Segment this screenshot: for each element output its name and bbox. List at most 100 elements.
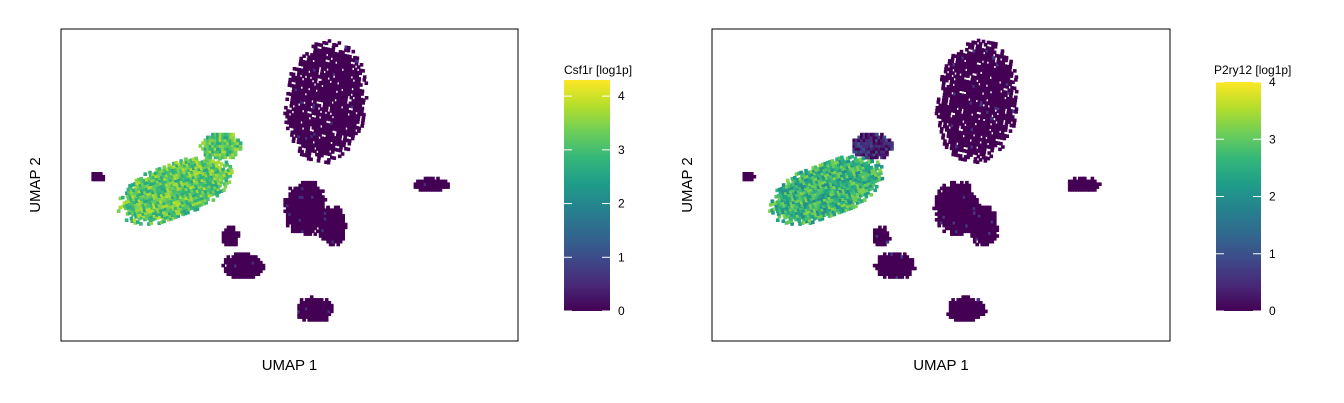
cell-point: [958, 318, 963, 322]
cell-point: [316, 215, 320, 219]
cell-point: [950, 223, 954, 228]
cell-point: [329, 94, 333, 99]
cell-point: [987, 133, 992, 138]
cell-point: [947, 223, 951, 228]
cell-point: [859, 166, 863, 171]
cell-point: [957, 186, 962, 191]
cell-point: [304, 153, 309, 158]
cell-point: [316, 147, 320, 151]
cell-point: [812, 178, 816, 182]
cell-point: [181, 203, 185, 208]
cell-point: [951, 306, 955, 311]
cell-point: [175, 199, 179, 204]
cell-point: [959, 136, 963, 141]
cell-point: [962, 186, 967, 191]
cell-point: [351, 119, 355, 123]
cell-point: [338, 217, 343, 221]
cell-point: [353, 85, 358, 89]
cell-point: [234, 239, 238, 244]
cell-point: [139, 195, 143, 199]
cell-point: [959, 116, 964, 121]
cell-point: [299, 59, 303, 64]
cell-point: [349, 110, 354, 114]
cell-point: [865, 138, 869, 143]
cell-point: [960, 142, 965, 147]
cell-point: [364, 81, 369, 85]
cell-point: [318, 225, 323, 230]
cell-point: [218, 144, 223, 148]
cell-point: [321, 148, 325, 152]
cell-point: [303, 212, 308, 216]
cell-point: [351, 64, 356, 68]
cell-point: [303, 180, 308, 185]
cell-point: [198, 179, 202, 183]
cell-point: [298, 192, 302, 196]
cell-point: [361, 69, 365, 73]
cell-point: [970, 95, 975, 100]
cell-point: [841, 206, 845, 210]
cell-point: [816, 167, 821, 171]
cell-point: [241, 269, 246, 274]
cell-point: [149, 185, 154, 189]
cell-point: [311, 108, 316, 113]
cell-point: [959, 133, 963, 138]
cell-point: [875, 152, 879, 157]
cell-point: [854, 177, 858, 182]
cell-point: [446, 182, 450, 186]
cell-point: [870, 155, 874, 160]
cell-point: [960, 206, 964, 211]
cell-point: [147, 177, 151, 181]
cell-point: [293, 93, 298, 97]
cell-point: [975, 228, 979, 232]
cell-point: [1075, 182, 1080, 186]
cell-point: [982, 208, 987, 212]
cell-point: [943, 119, 948, 123]
cell-point: [298, 126, 303, 130]
cell-point: [299, 91, 303, 96]
cell-point: [1067, 182, 1072, 186]
cell-point: [191, 190, 195, 195]
cell-point: [314, 56, 319, 61]
cell-point: [356, 114, 361, 119]
cell-point: [942, 203, 946, 208]
cell-point: [1009, 74, 1014, 78]
cell-point: [311, 183, 315, 188]
cell-point: [821, 183, 826, 188]
cell-point: [840, 167, 845, 171]
cell-point: [288, 203, 292, 208]
cell-point: [316, 159, 321, 163]
cell-point: [133, 191, 137, 195]
cell-point: [307, 90, 311, 94]
cell-point: [965, 180, 969, 185]
cell-point: [316, 92, 321, 96]
cell-point: [176, 187, 181, 191]
cell-point: [215, 175, 220, 180]
cell-point: [338, 50, 343, 54]
cell-point: [808, 182, 812, 187]
cell-point: [942, 186, 946, 191]
cell-point: [1088, 179, 1092, 184]
cell-point: [191, 193, 196, 198]
cell-point: [945, 78, 949, 83]
cell-point: [335, 101, 340, 106]
cell-point: [312, 105, 316, 110]
cell-point: [977, 208, 982, 212]
cell-point: [311, 91, 316, 95]
cell-point: [311, 186, 315, 191]
cell-point: [290, 215, 295, 219]
cell-point: [327, 39, 332, 43]
cell-point: [867, 149, 872, 154]
cell-point: [211, 168, 215, 173]
cell-point: [229, 167, 233, 172]
cell-point: [231, 144, 235, 148]
cell-point: [993, 129, 997, 133]
cell-point: [352, 108, 357, 112]
cell-point: [351, 99, 356, 103]
cell-point: [325, 149, 330, 153]
cell-point: [202, 165, 206, 170]
cell-point: [302, 54, 306, 58]
cell-point: [133, 221, 138, 225]
cell-point: [999, 107, 1003, 111]
cell-point: [946, 67, 951, 72]
cell-point: [196, 200, 201, 205]
